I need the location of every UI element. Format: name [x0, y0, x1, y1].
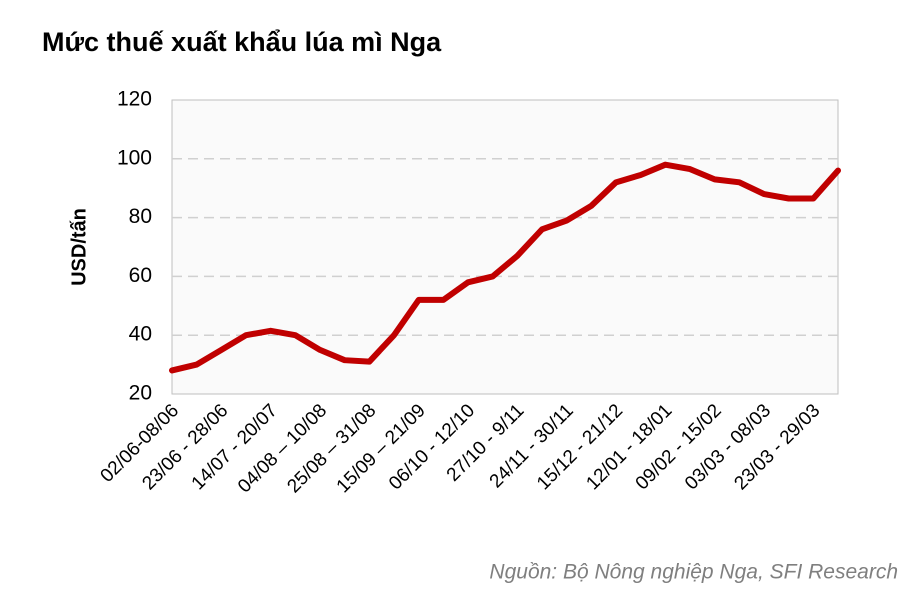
- x-tick-label: 23/03 - 29/03: [730, 400, 824, 494]
- y-tick-label: 100: [117, 146, 152, 169]
- x-tick-label: 15/12 - 21/12: [533, 400, 627, 494]
- line: [169, 161, 841, 374]
- x-tick-label: 12/01 - 18/01: [582, 400, 676, 494]
- y-tick-label: 80: [129, 205, 152, 228]
- x-tick-label: 09/02 - 15/02: [632, 400, 726, 494]
- x-tick-label: 03/03 - 08/03: [681, 400, 775, 494]
- y-tick-label: 40: [129, 323, 152, 346]
- y-axis-label: USD/tấn: [68, 208, 90, 286]
- plot-area: [171, 99, 839, 395]
- source: Nguồn: Bộ Nông nghiệp Nga, SFI Research: [489, 561, 898, 584]
- y-tick-label: 20: [129, 382, 152, 405]
- x-tick-label: 14/07 - 20/07: [188, 400, 282, 494]
- chart-title: Mức thuế xuất khẩu lúa mì Nga: [42, 27, 442, 57]
- y-tick-label: 120: [117, 88, 152, 111]
- x-tick-label: 23/06 - 28/06: [138, 400, 232, 494]
- y-tick-label: 60: [129, 264, 152, 287]
- x-tick-label: 06/10 - 12/10: [385, 400, 479, 494]
